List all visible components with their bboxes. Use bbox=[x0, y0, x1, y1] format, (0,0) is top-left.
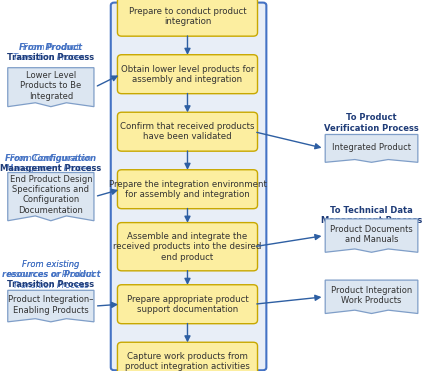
FancyBboxPatch shape bbox=[117, 342, 257, 371]
Polygon shape bbox=[8, 290, 94, 322]
FancyBboxPatch shape bbox=[117, 285, 257, 324]
Text: Management Process: Management Process bbox=[320, 216, 421, 225]
FancyBboxPatch shape bbox=[117, 0, 257, 36]
Text: Product Integration
Work Products: Product Integration Work Products bbox=[330, 286, 411, 305]
Polygon shape bbox=[324, 135, 417, 162]
Polygon shape bbox=[324, 219, 417, 252]
Polygon shape bbox=[8, 68, 94, 106]
FancyBboxPatch shape bbox=[111, 3, 266, 370]
Text: Obtain lower level products for
assembly and integration: Obtain lower level products for assembly… bbox=[120, 65, 254, 84]
Text: From Configuration
Management Process: From Configuration Management Process bbox=[6, 154, 95, 173]
Text: Prepare the integration environment
for assembly and integration: Prepare the integration environment for … bbox=[108, 180, 266, 199]
Text: From Product: From Product bbox=[19, 43, 82, 52]
Polygon shape bbox=[8, 173, 94, 221]
Text: Transition Process: Transition Process bbox=[7, 53, 94, 62]
Text: Verification Process: Verification Process bbox=[323, 124, 418, 132]
Text: Management Process: Management Process bbox=[0, 164, 101, 173]
Text: Confirm that received products
have been validated: Confirm that received products have been… bbox=[120, 122, 254, 141]
Text: Assemble and integrate the
received products into the desired
end product: Assemble and integrate the received prod… bbox=[113, 232, 261, 262]
FancyBboxPatch shape bbox=[117, 223, 257, 271]
Text: From Product
Transition Process: From Product Transition Process bbox=[13, 43, 89, 62]
FancyBboxPatch shape bbox=[117, 55, 257, 93]
FancyBboxPatch shape bbox=[117, 170, 257, 209]
Text: Transition Process: Transition Process bbox=[7, 280, 94, 289]
Text: Product Documents
and Manuals: Product Documents and Manuals bbox=[329, 224, 412, 244]
Text: resources or Product: resources or Product bbox=[2, 270, 100, 279]
Text: From existing: From existing bbox=[22, 260, 80, 269]
Text: Product Integration–
Enabling Products: Product Integration– Enabling Products bbox=[8, 295, 93, 315]
Text: From existing
resources or Product
Transition Process: From existing resources or Product Trans… bbox=[7, 260, 94, 289]
Text: Prepare appropriate product
support documentation: Prepare appropriate product support docu… bbox=[126, 295, 248, 314]
Text: Lower Level
Products to Be
Integrated: Lower Level Products to Be Integrated bbox=[20, 71, 81, 101]
Text: Integrated Product: Integrated Product bbox=[331, 143, 410, 152]
Text: End Product Design
Specifications and
Configuration
Documentation: End Product Design Specifications and Co… bbox=[9, 175, 92, 215]
Polygon shape bbox=[324, 280, 417, 313]
Text: To Product: To Product bbox=[345, 113, 396, 122]
Text: Prepare to conduct product
integration: Prepare to conduct product integration bbox=[129, 7, 246, 26]
Text: To Technical Data: To Technical Data bbox=[329, 206, 412, 215]
Text: From Configuration: From Configuration bbox=[5, 154, 96, 163]
FancyBboxPatch shape bbox=[117, 112, 257, 151]
Text: Capture work products from
product integration activities: Capture work products from product integ… bbox=[125, 352, 249, 371]
